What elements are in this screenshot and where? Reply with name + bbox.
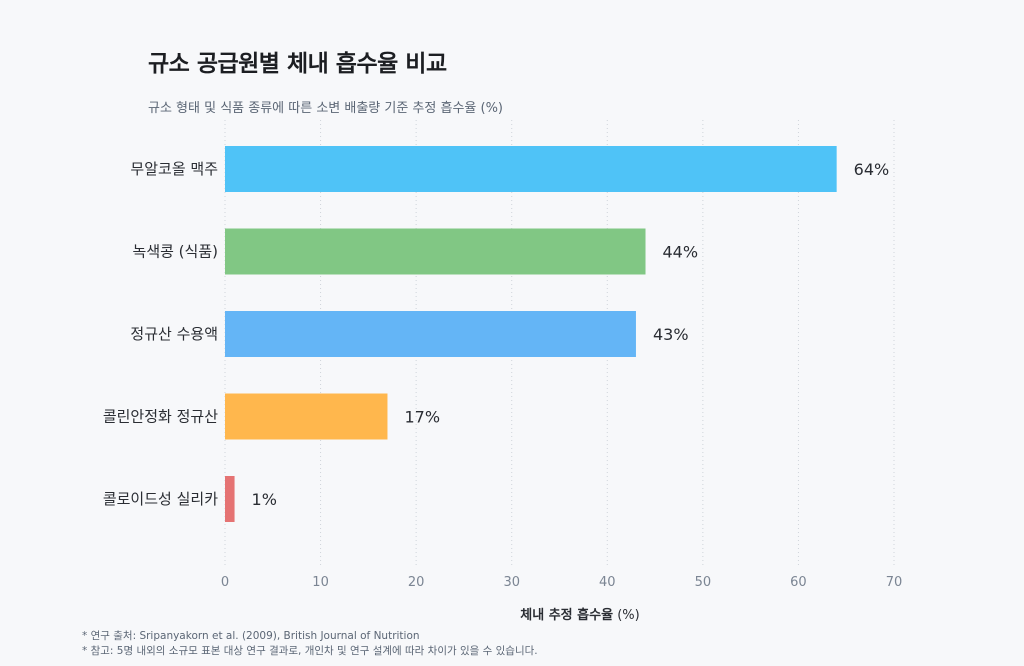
category-label: 콜로이드성 실리카 <box>103 490 218 508</box>
x-tick-label: 10 <box>312 575 329 590</box>
value-label: 17% <box>404 408 440 427</box>
bar <box>225 393 388 440</box>
caveat-footnote: * 참고: 5명 내외의 소규모 표본 대상 연구 결과로, 개인차 및 연구 … <box>82 645 538 657</box>
x-axis-label: 체내 추정 흡수율 (%) <box>430 604 730 623</box>
label-layer: 무알코올 맥주 64% 녹색콩 (식품) 44% 정규산 수용액 43% 콜린안정화 정규산… <box>103 160 889 509</box>
bar <box>225 228 646 275</box>
x-tick-label: 40 <box>599 575 616 590</box>
x-tick-label: 30 <box>503 575 520 590</box>
x-tick-label: 20 <box>408 575 425 590</box>
category-label: 콜린안정화 정규산 <box>103 408 218 426</box>
chart-title: 규소 공급원별 체내 흡수율 비교 <box>148 51 447 77</box>
value-label: 44% <box>663 243 699 262</box>
value-label: 64% <box>854 160 890 179</box>
tick-layer: 0 10 20 30 40 50 60 70 <box>221 575 902 590</box>
value-label: 43% <box>653 325 689 344</box>
x-tick-label: 70 <box>886 575 903 590</box>
bar <box>225 311 636 357</box>
x-axis-label-unit: (%) <box>613 608 640 623</box>
x-tick-label: 0 <box>221 575 229 590</box>
category-label: 녹색콩 (식품) <box>133 243 218 261</box>
bar-layer <box>225 146 837 522</box>
bar-chart: 무알코올 맥주 64% 녹색콩 (식품) 44% 정규산 수용액 43% 콜린안정화 정규산… <box>103 120 902 590</box>
bar <box>225 146 837 192</box>
value-label: 1% <box>252 490 277 509</box>
category-label: 정규산 수용액 <box>130 325 218 343</box>
chart-subtitle: 규소 형태 및 식품 종류에 따른 소변 배출량 기준 추정 흡수율 (%) <box>148 101 503 116</box>
category-label: 무알코올 맥주 <box>130 160 218 178</box>
source-footnote: * 연구 출처: Sripanyakorn et al. (2009), Bri… <box>82 630 420 642</box>
bar <box>225 476 235 522</box>
x-tick-label: 60 <box>790 575 807 590</box>
x-axis-label-main: 체내 추정 흡수율 <box>520 608 614 623</box>
x-tick-label: 50 <box>695 575 712 590</box>
